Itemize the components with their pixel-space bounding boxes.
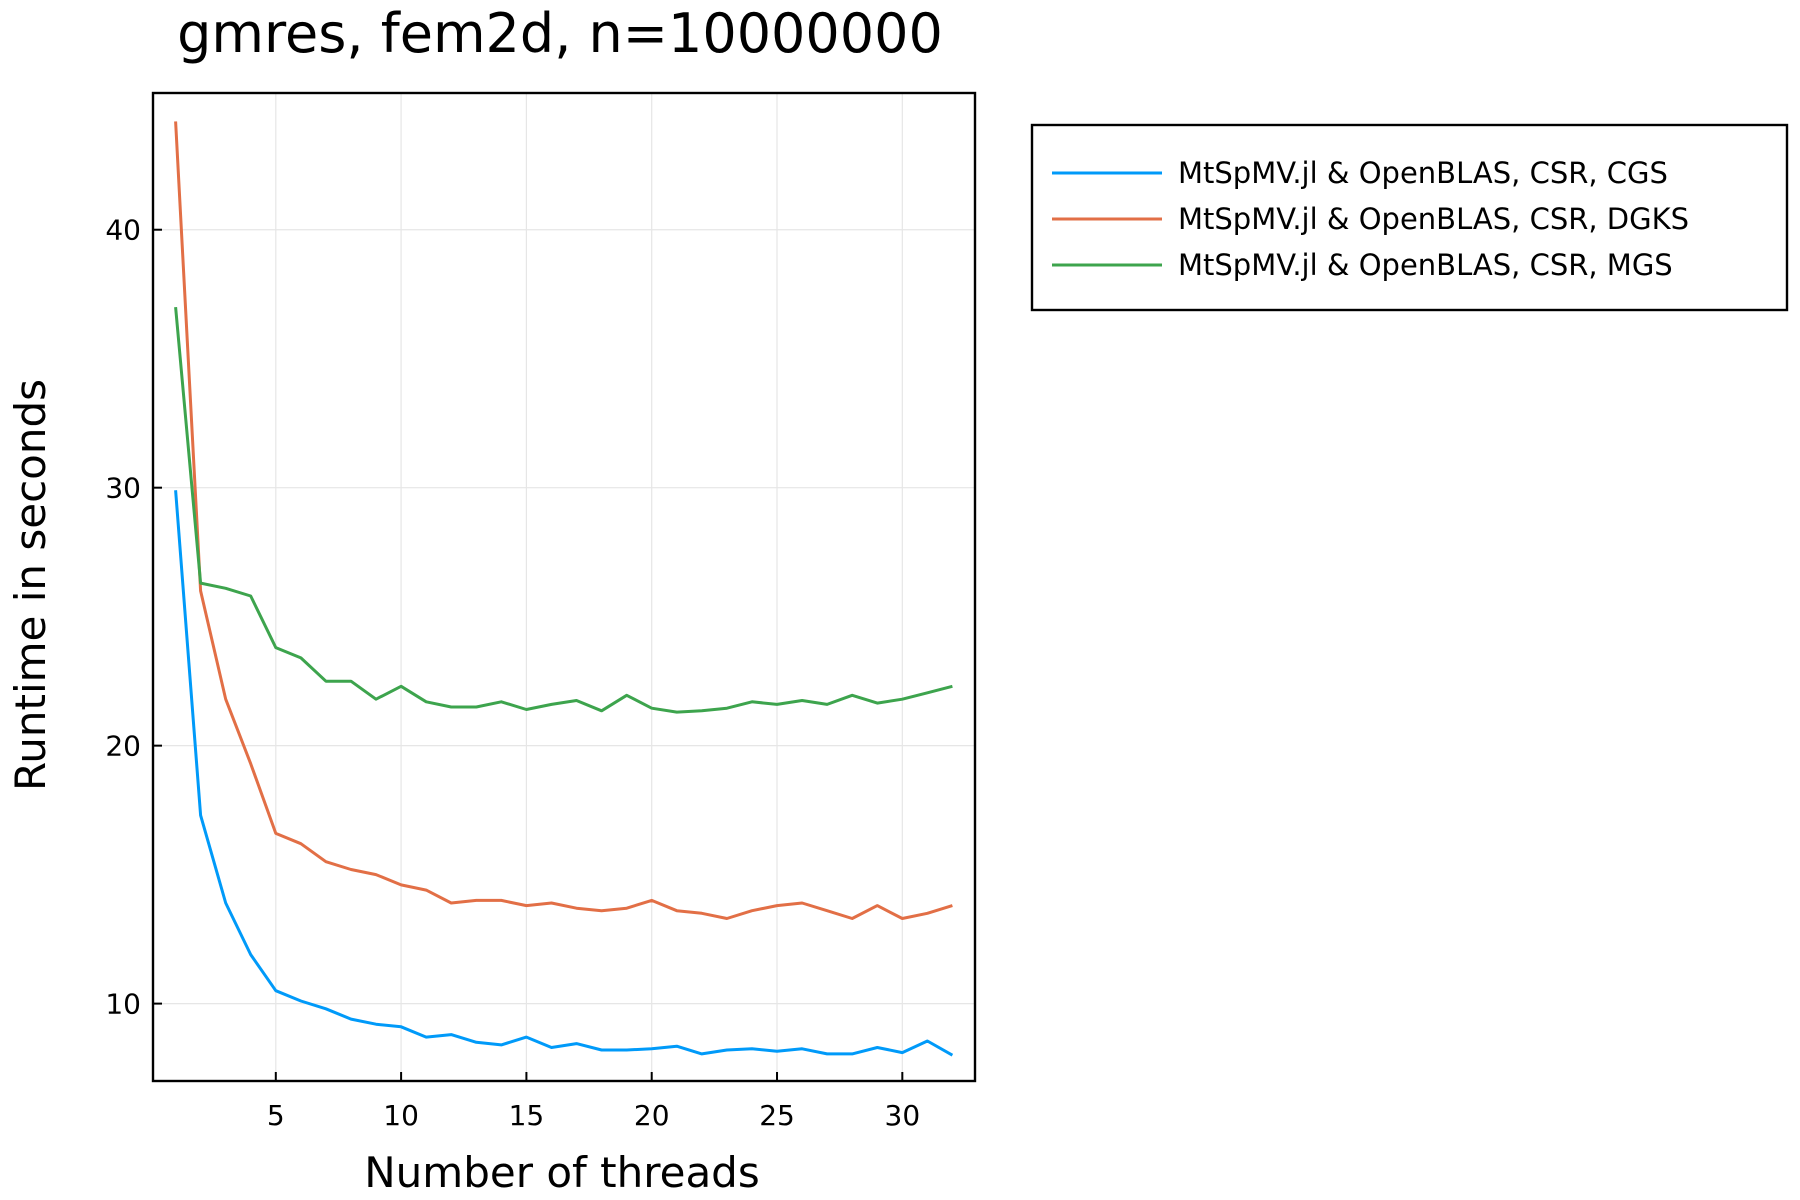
x-axis-label: Number of threads [364, 1148, 759, 1197]
y-axis-ticks: 10 20 30 40 [105, 214, 162, 1021]
grid-lines [153, 93, 975, 1081]
y-tick-label: 30 [105, 472, 141, 505]
legend-label-2: MtSpMV.jl & OpenBLAS, CSR, DGKS [1178, 202, 1689, 236]
legend-label-3: MtSpMV.jl & OpenBLAS, CSR, MGS [1178, 248, 1673, 282]
legend: MtSpMV.jl & OpenBLAS, CSR, CGS MtSpMV.jl … [1030, 123, 1789, 312]
x-tick-label: 5 [267, 1099, 285, 1132]
series-lines [174, 121, 954, 1057]
x-axis-ticks: 5 10 15 20 25 30 [267, 1072, 920, 1132]
legend-label-1: MtSpMV.jl & OpenBLAS, CSR, CGS [1178, 156, 1668, 190]
series-line-1 [174, 490, 954, 1057]
y-tick-label: 40 [105, 214, 141, 247]
y-tick-label: 20 [105, 730, 141, 763]
series-line-2 [174, 121, 953, 920]
x-tick-label: 10 [383, 1099, 419, 1132]
x-tick-label: 30 [885, 1099, 921, 1132]
y-tick-label: 10 [105, 988, 141, 1021]
x-tick-label: 20 [634, 1099, 670, 1132]
series-line-3 [174, 306, 953, 714]
plot-frame [151, 91, 977, 1083]
x-tick-label: 25 [759, 1099, 795, 1132]
y-axis-label: Runtime in seconds [6, 379, 55, 791]
x-tick-label: 15 [509, 1099, 545, 1132]
plot-area: 5 10 15 20 25 30 10 20 30 40 [105, 91, 977, 1132]
chart-title: gmres, fem2d, n=10000000 [177, 2, 943, 65]
